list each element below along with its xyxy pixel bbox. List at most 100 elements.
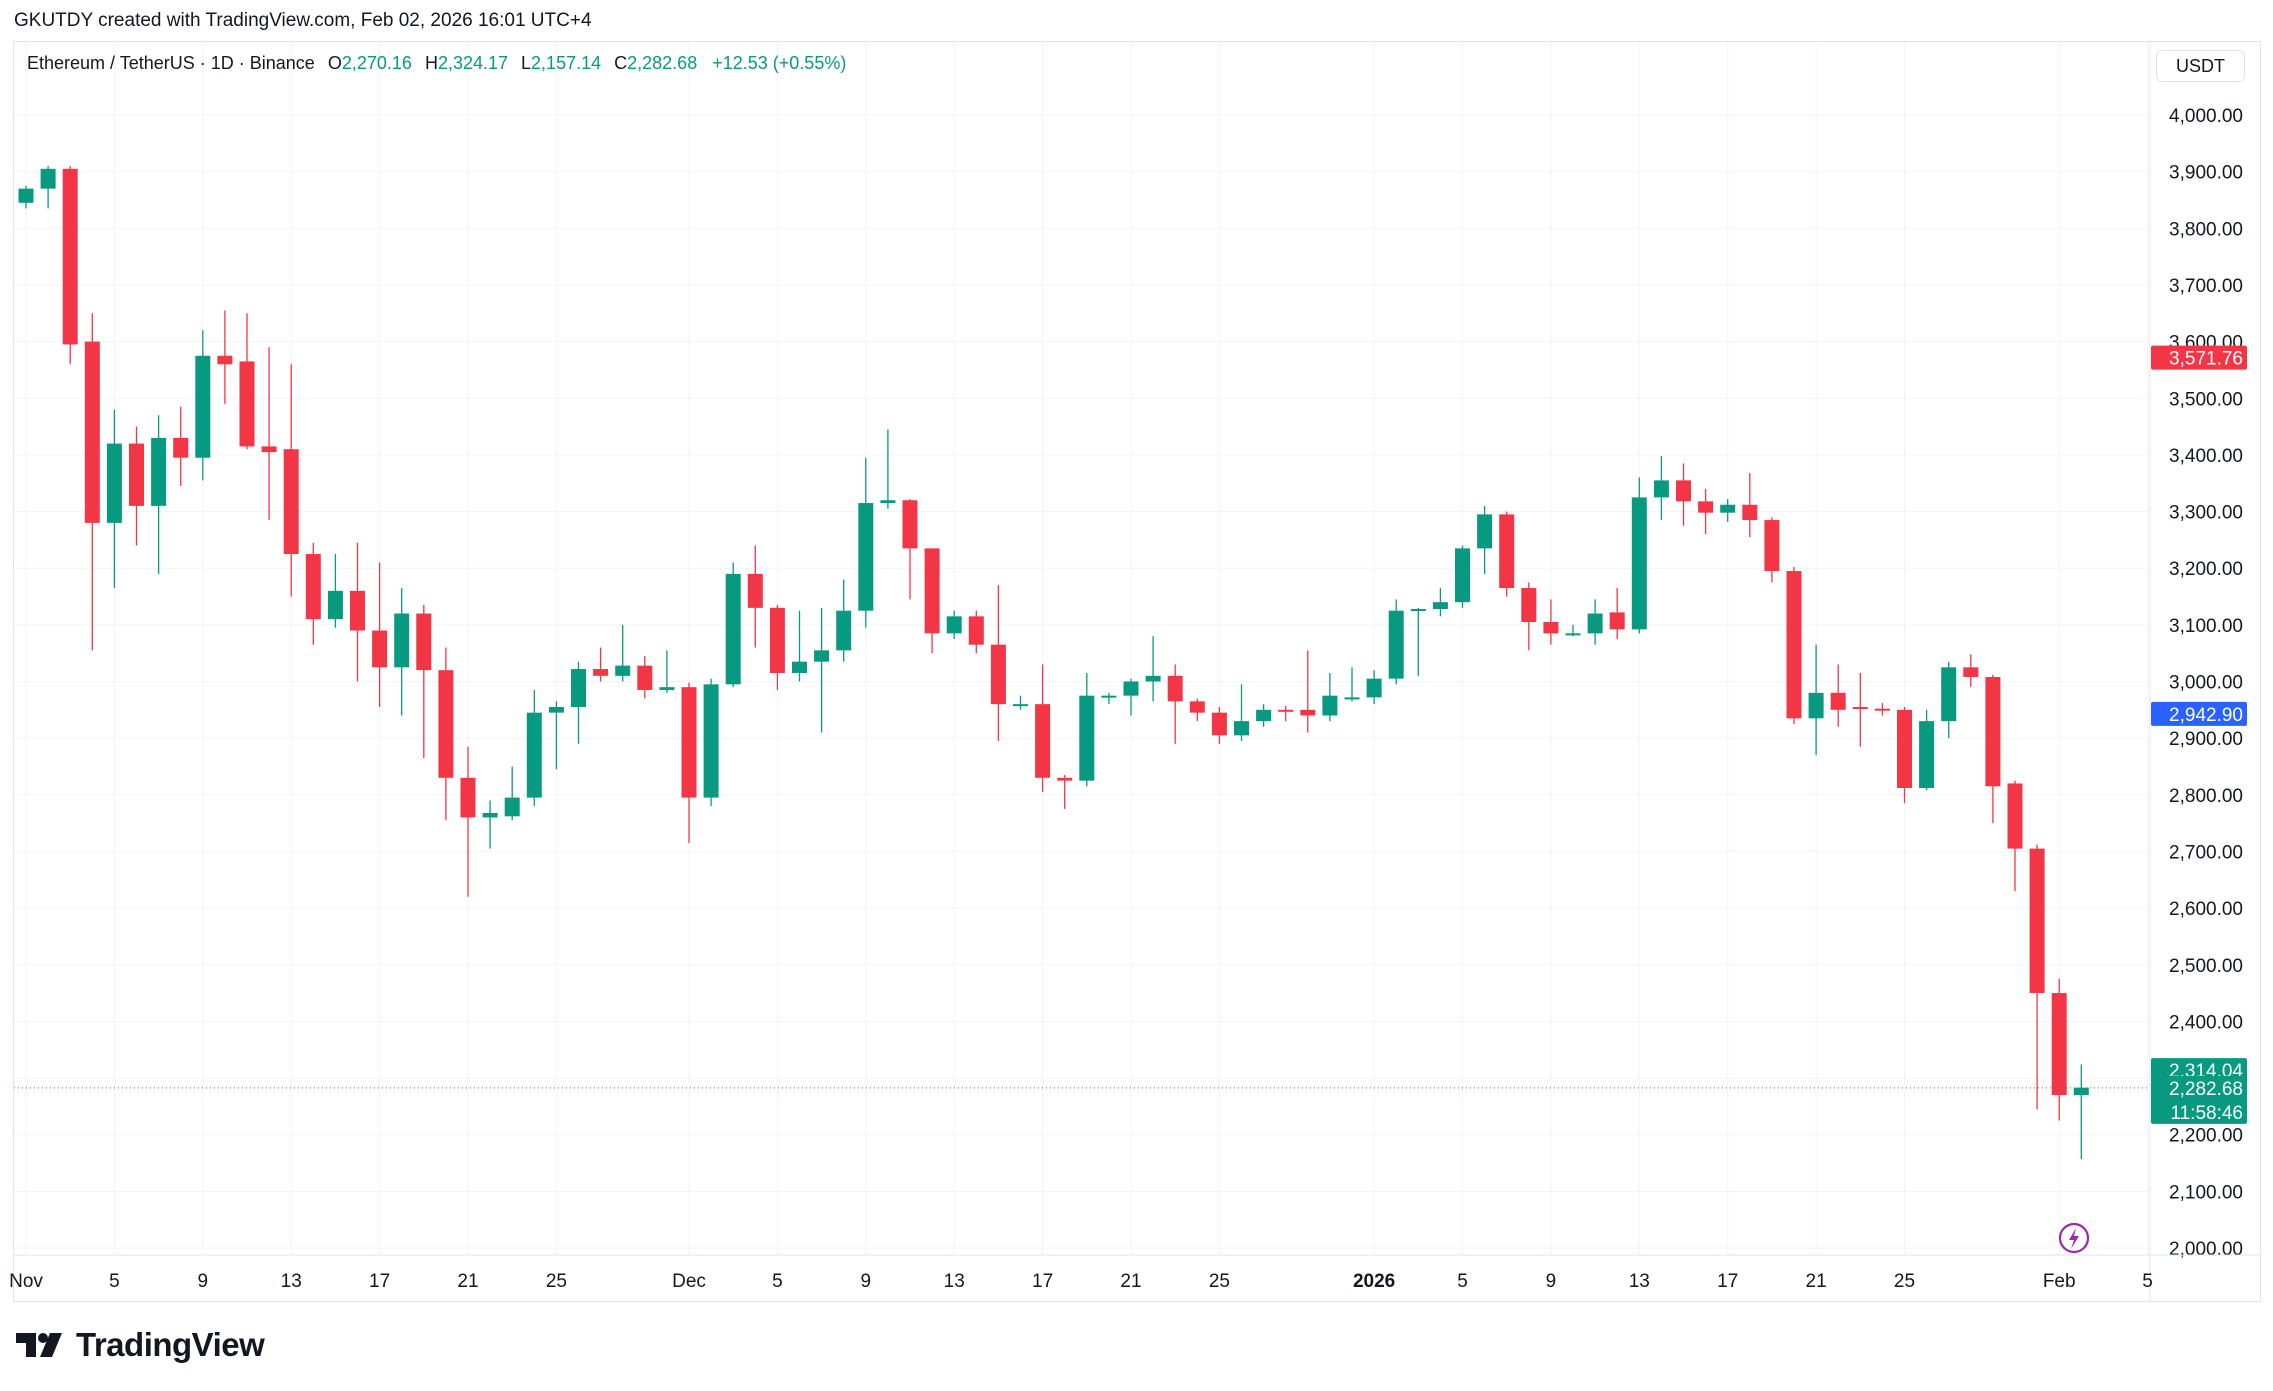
x-tick-label: 21 <box>1806 1271 1827 1292</box>
candle-up <box>1808 644 1824 756</box>
candle-body <box>283 449 299 555</box>
candle-body <box>902 500 918 549</box>
candle-up <box>394 588 410 716</box>
y-tick-label: 2,100.00 <box>2169 1182 2243 1203</box>
candle-body <box>151 437 167 506</box>
candle-down <box>1852 673 1868 747</box>
candle-up <box>1123 678 1139 716</box>
candle-down <box>350 542 365 682</box>
candle-down <box>769 605 785 690</box>
high-value: 2,324.17 <box>437 53 509 73</box>
candle-up <box>1631 477 1647 634</box>
candle-body <box>1189 701 1205 713</box>
x-tick-label: 25 <box>546 1271 567 1292</box>
candle-body <box>327 590 343 620</box>
y-tick-label: 3,000.00 <box>2169 673 2243 694</box>
x-tick-label: Dec <box>672 1271 706 1292</box>
candle-body <box>372 630 388 668</box>
candle-body <box>1079 695 1095 781</box>
open-value: 2,270.16 <box>341 53 412 73</box>
candle-body <box>526 712 542 798</box>
symbol-title[interactable]: Ethereum / TetherUS · 1D · Binance <box>27 53 315 73</box>
candle-up <box>725 562 741 688</box>
symbol-legend: Ethereum / TetherUS · 1D · Binance O2,27… <box>27 53 846 74</box>
candle-body <box>1963 667 1979 677</box>
y-tick-label: 3,200.00 <box>2169 559 2243 580</box>
candle-up <box>18 185 34 209</box>
candle-body <box>814 650 830 662</box>
candle-down <box>460 746 476 897</box>
candle-body <box>1631 497 1647 630</box>
candle-body <box>1587 613 1603 634</box>
candle-up <box>1256 704 1272 727</box>
candle-body <box>1167 675 1183 702</box>
x-tick-label: 25 <box>1894 1271 1915 1292</box>
x-tick-label: 5 <box>772 1271 783 1292</box>
candle-up <box>1477 505 1493 574</box>
x-tick-label: 9 <box>861 1271 872 1292</box>
candle-body <box>1919 721 1935 789</box>
y-tick-label: 3,500.00 <box>2169 389 2243 410</box>
tradingview-wordmark: TradingView <box>76 1326 265 1363</box>
candle-body <box>1322 695 1338 716</box>
y-tick-label: 3,300.00 <box>2169 503 2243 524</box>
x-tick-label: 21 <box>457 1271 478 1292</box>
candle-body <box>924 548 940 634</box>
candle-body <box>1035 704 1051 778</box>
candle-down <box>1189 698 1205 722</box>
candle-down <box>1609 588 1625 640</box>
candle-body <box>548 706 564 713</box>
candle-up <box>106 409 122 589</box>
candle-body <box>1720 504 1736 513</box>
candle-up <box>615 624 631 682</box>
candle-body <box>747 573 763 608</box>
candle-body <box>1543 622 1559 634</box>
candle-body <box>858 503 874 611</box>
candle-up <box>1653 456 1669 521</box>
candle-up <box>946 610 962 640</box>
x-tick-label: 21 <box>1120 1271 1141 1292</box>
x-tick-label: 9 <box>198 1271 209 1292</box>
candle-body <box>1565 633 1581 636</box>
grid-lines <box>14 42 2150 1255</box>
candle-down <box>2007 780 2023 892</box>
x-tick-label: 9 <box>1546 1271 1557 1292</box>
candle-body <box>1344 697 1360 700</box>
candle-body <box>1278 709 1294 712</box>
y-tick-label: 3,100.00 <box>2169 616 2243 637</box>
candle-body <box>18 188 34 203</box>
time-axis: Nov 5 9 13 17 21 25 Dec 5 9 13 17 21 25 2026 5 9 13 17 21 25… <box>9 1254 2260 1292</box>
candle-up <box>1941 661 1957 739</box>
y-tick-label: 3,900.00 <box>2169 163 2243 184</box>
candle-up <box>880 429 896 509</box>
candle-up <box>1410 607 1426 676</box>
candle-down <box>637 656 653 699</box>
candle-down <box>1985 674 2001 824</box>
candle-up <box>1101 692 1117 705</box>
candle-down <box>990 585 1006 741</box>
candle-up <box>703 678 719 807</box>
candle-body <box>40 168 56 189</box>
candle-body <box>438 670 454 778</box>
tradingview-logo[interactable]: TradingView <box>16 1326 265 1364</box>
candle-body <box>482 812 498 818</box>
chart-attribution: GKUTDY created with TradingView.com, Feb… <box>14 10 592 31</box>
candle-body <box>659 687 675 690</box>
x-tick-label: 5 <box>1457 1271 1468 1292</box>
candle-body <box>1366 678 1382 698</box>
open-label: O <box>327 53 342 73</box>
candle-up <box>1919 709 1935 791</box>
dividend-marker[interactable] <box>2058 1222 2090 1254</box>
countdown-label: 11:58:46 <box>2170 1103 2243 1124</box>
last-price-label: 2,282.68 <box>2169 1079 2243 1100</box>
candle-body <box>1764 520 1780 572</box>
candle-up <box>1234 684 1249 741</box>
candle-up <box>1720 499 1736 522</box>
currency-selector[interactable]: USDT <box>2156 50 2245 82</box>
candle-up <box>1013 695 1028 710</box>
candle-down <box>129 426 144 546</box>
candle-body <box>880 500 896 504</box>
low-label: L <box>521 53 532 73</box>
